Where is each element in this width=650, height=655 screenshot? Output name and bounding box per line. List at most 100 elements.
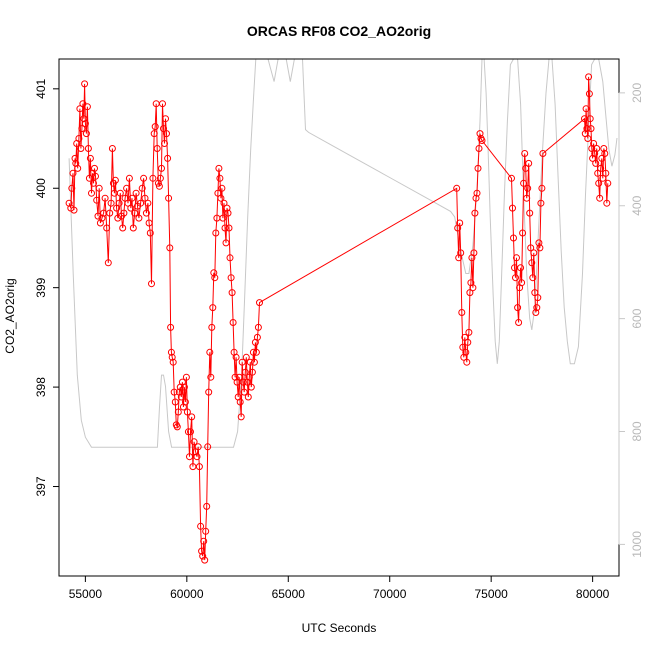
data-point [78, 125, 86, 133]
data-point [114, 214, 122, 222]
data-point [514, 304, 522, 312]
data-point [81, 120, 89, 128]
data-point [190, 438, 198, 446]
data-point [513, 254, 520, 262]
data-point [458, 309, 466, 316]
data-point [459, 343, 467, 351]
y2-tick-label: 400 [630, 195, 644, 215]
data-point [232, 353, 240, 361]
data-point [471, 209, 479, 217]
data-point [141, 194, 149, 202]
data-point [188, 413, 196, 421]
data-point [203, 502, 211, 510]
data-point [219, 214, 227, 222]
data-point [202, 527, 210, 535]
data-point [210, 269, 218, 277]
data-point [215, 164, 223, 172]
data-point [153, 145, 161, 152]
data-point [91, 164, 98, 172]
data-point [252, 348, 260, 356]
y-tick-label: 398 [34, 377, 48, 397]
data-point [140, 174, 148, 182]
data-point [464, 338, 472, 346]
data-point [123, 184, 131, 192]
series-1-layer [65, 73, 612, 564]
data-point [145, 219, 153, 227]
data-point [173, 423, 181, 431]
data-point [85, 174, 93, 182]
data-point [186, 453, 193, 461]
data-point [184, 428, 192, 436]
data-point [205, 388, 213, 396]
data-point [237, 413, 245, 421]
data-point [142, 209, 150, 217]
data-point [246, 358, 254, 366]
data-point [94, 212, 102, 220]
data-point [521, 150, 529, 157]
data-point [163, 130, 170, 138]
data-point [174, 408, 182, 416]
data-point [86, 154, 94, 162]
data-point [168, 353, 176, 361]
data-point [212, 229, 220, 237]
data-point [83, 103, 91, 111]
data-point [206, 348, 214, 356]
data-point [509, 204, 516, 212]
data-point [93, 196, 101, 204]
data-point [533, 304, 541, 312]
data-point [171, 398, 179, 406]
data-point [209, 304, 217, 312]
data-point [128, 194, 136, 202]
data-point [187, 428, 194, 436]
data-point [526, 209, 534, 217]
data-point [242, 353, 250, 361]
data-point [84, 145, 92, 152]
data-point [166, 244, 174, 252]
data-point [240, 388, 248, 396]
data-point [101, 194, 109, 202]
data-point [528, 259, 536, 267]
data-point [519, 229, 527, 237]
data-point [535, 239, 543, 247]
data-point [585, 73, 593, 81]
data-point [248, 368, 256, 376]
data-point [182, 373, 190, 381]
data-point [96, 219, 104, 227]
data-point [527, 244, 535, 252]
data-point [148, 280, 155, 288]
data-point [90, 179, 97, 187]
data-point [249, 348, 257, 356]
data-point [222, 239, 230, 247]
y2-tick-label: 1000 [630, 531, 644, 558]
data-point [198, 547, 206, 555]
data-point [150, 130, 158, 138]
data-point [598, 154, 606, 162]
data-point [116, 189, 124, 197]
data-point [131, 209, 139, 217]
data-point [228, 289, 236, 297]
data-point [241, 368, 249, 376]
y-tick-label: 397 [34, 476, 48, 496]
data-point [155, 182, 163, 190]
data-point [593, 145, 601, 152]
data-point [466, 289, 474, 297]
y-tick-label: 399 [34, 277, 48, 297]
data-point [70, 206, 78, 214]
data-point [183, 408, 191, 416]
data-point [473, 189, 481, 197]
data-point [600, 145, 608, 152]
x-tick-label: 65000 [272, 587, 306, 601]
data-point [539, 150, 547, 157]
data-point [151, 123, 159, 131]
y-axis-label: CO2_AO2orig [3, 278, 17, 353]
data-point [69, 169, 77, 177]
data-point [462, 348, 470, 356]
data-point [463, 358, 471, 366]
data-point [106, 209, 114, 217]
data-point [160, 125, 167, 133]
data-point [119, 224, 127, 232]
data-point [525, 159, 533, 167]
data-point [208, 323, 216, 331]
